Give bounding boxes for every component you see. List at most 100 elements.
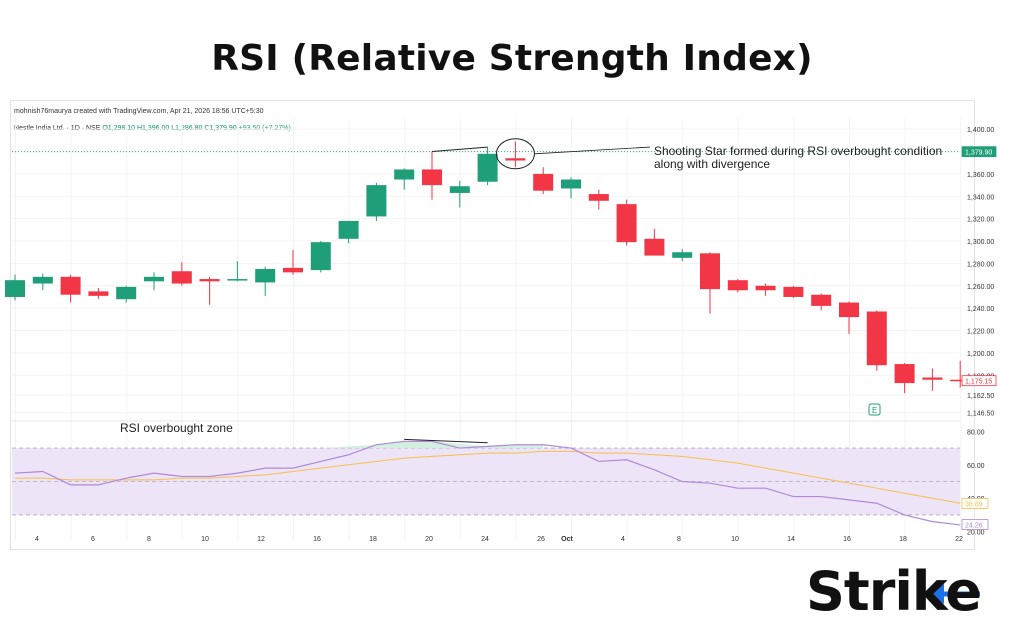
candle — [783, 285, 804, 299]
price-tick-label: 1,400.00 — [967, 127, 994, 134]
candle — [561, 177, 581, 199]
candle-body — [394, 169, 415, 180]
candle-body — [144, 276, 164, 282]
candle-body — [839, 302, 859, 318]
candle — [60, 274, 81, 303]
price-tick-label: 1,146.50 — [967, 411, 994, 418]
candle-body — [727, 280, 748, 291]
candle-body — [783, 286, 804, 297]
candle-body — [310, 242, 331, 271]
price-tick-label: 1,260.00 — [967, 284, 994, 291]
x-tick-label: 26 — [537, 536, 545, 543]
candle-body — [116, 286, 137, 300]
candle-body — [422, 169, 442, 186]
candle — [227, 261, 248, 282]
price-tag-box — [961, 146, 997, 158]
price-tick-label: 1,200.00 — [967, 351, 994, 358]
candle-body — [811, 294, 832, 306]
candle — [449, 180, 470, 208]
x-tick-label: 24 — [481, 536, 489, 543]
candle — [477, 147, 498, 186]
candle — [199, 276, 220, 305]
candle — [422, 151, 442, 200]
rsi-tag-label: 24.26 — [965, 523, 983, 530]
rsi-tag-box — [961, 498, 989, 509]
shooting-star-annotation: Shooting Star formed during RSI overboug… — [654, 144, 943, 171]
x-tick-label: 22 — [955, 536, 963, 543]
chart-credit: mohnish76maurya created with TradingView… — [14, 108, 264, 115]
low-value: L1,286.80 — [171, 125, 203, 132]
x-tick-label: 10 — [201, 536, 209, 543]
candle-body — [449, 186, 470, 193]
candle — [116, 285, 137, 303]
x-tick-label: 16 — [843, 536, 851, 543]
price-tick-label: 1,340.00 — [967, 194, 994, 201]
candle-body — [338, 220, 359, 239]
candle — [88, 288, 109, 300]
candle-body — [60, 276, 81, 295]
x-tick-label: 18 — [899, 536, 907, 543]
candle — [588, 189, 609, 210]
earnings-badge — [868, 403, 881, 416]
x-tick-label: 14 — [787, 536, 795, 543]
candle-body — [227, 279, 248, 281]
candle — [811, 293, 832, 311]
high-value: H1,396.00 — [136, 125, 170, 132]
rsi-tick-label: 20.00 — [967, 530, 985, 537]
divergence-line — [431, 146, 488, 153]
candle — [310, 241, 331, 273]
x-tick-label: 4 — [621, 536, 625, 543]
candle-body — [505, 158, 526, 161]
candle-body — [171, 271, 192, 284]
candle-body — [644, 238, 665, 256]
candle — [755, 283, 776, 296]
rsi-band — [12, 448, 960, 515]
x-tick-label: 8 — [677, 536, 681, 543]
candle — [839, 301, 859, 334]
candle-body — [894, 364, 915, 384]
price-tick-label: 1,162.50 — [967, 393, 994, 400]
candle — [5, 274, 25, 301]
candle-body — [866, 311, 887, 366]
open-value: O1,298.10 — [102, 125, 136, 132]
candle-body — [616, 204, 637, 243]
price-tick-label: 1,300.00 — [967, 239, 994, 246]
rsi-zone-annotation: RSI overbought zone — [120, 421, 233, 435]
candle-body — [283, 267, 303, 273]
candle-body — [755, 285, 776, 291]
candle-body — [366, 185, 387, 217]
candle — [283, 249, 303, 275]
candle — [338, 220, 359, 244]
price-tick-label: 1,320.00 — [967, 217, 994, 224]
earnings-badge-label: E — [872, 406, 877, 415]
candle — [950, 360, 971, 388]
candle-body — [88, 291, 109, 296]
candle — [505, 141, 526, 168]
ohlc-readout: Nestle India Ltd. · 1D · NSE O1,298.10 H… — [14, 125, 291, 132]
rsi-divergence-line — [404, 438, 488, 444]
price-tick-label: 1,220.00 — [967, 329, 994, 336]
change-value: +93.50 (+7.27%) — [238, 125, 291, 132]
candle — [866, 310, 887, 371]
rsi-ma-line — [15, 450, 961, 504]
x-tick-label: 8 — [147, 536, 151, 543]
candle-body — [199, 279, 220, 282]
candle — [727, 279, 748, 293]
price-tag-label: 1,175.15 — [965, 379, 992, 386]
price-tick-label: 1,360.00 — [967, 172, 994, 179]
candle — [144, 272, 164, 291]
price-tag-box — [961, 375, 997, 387]
page-title: RSI (Relative Strength Index) — [211, 38, 813, 79]
candle-body — [922, 377, 943, 380]
rsi-tag-label: 36.89 — [965, 501, 983, 508]
candle — [255, 266, 276, 296]
candle — [922, 368, 943, 391]
candle — [616, 199, 637, 246]
candle-body — [32, 276, 53, 284]
candle-body — [700, 253, 720, 290]
candle-body — [533, 173, 554, 191]
x-tick-label: 18 — [369, 536, 377, 543]
price-tick-label: 1,280.00 — [967, 261, 994, 268]
candle — [171, 262, 192, 286]
candle — [700, 252, 720, 314]
